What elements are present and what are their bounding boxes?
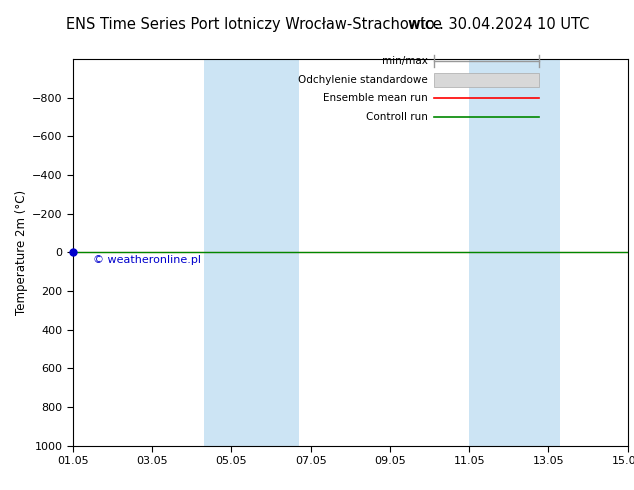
Text: min/max: min/max bbox=[382, 56, 428, 66]
Text: © weatheronline.pl: © weatheronline.pl bbox=[93, 255, 201, 265]
Y-axis label: Temperature 2m (°C): Temperature 2m (°C) bbox=[15, 190, 28, 315]
Text: ENS Time Series Port lotniczy Wrocław-Strachowice: ENS Time Series Port lotniczy Wrocław-St… bbox=[66, 17, 441, 32]
Text: wto.. 30.04.2024 10 UTC: wto.. 30.04.2024 10 UTC bbox=[408, 17, 590, 32]
Bar bbox=[204, 59, 299, 446]
Bar bbox=[469, 59, 560, 446]
Text: Odchylenie standardowe: Odchylenie standardowe bbox=[298, 75, 428, 85]
Text: Controll run: Controll run bbox=[366, 112, 428, 122]
Text: Ensemble mean run: Ensemble mean run bbox=[323, 94, 428, 103]
